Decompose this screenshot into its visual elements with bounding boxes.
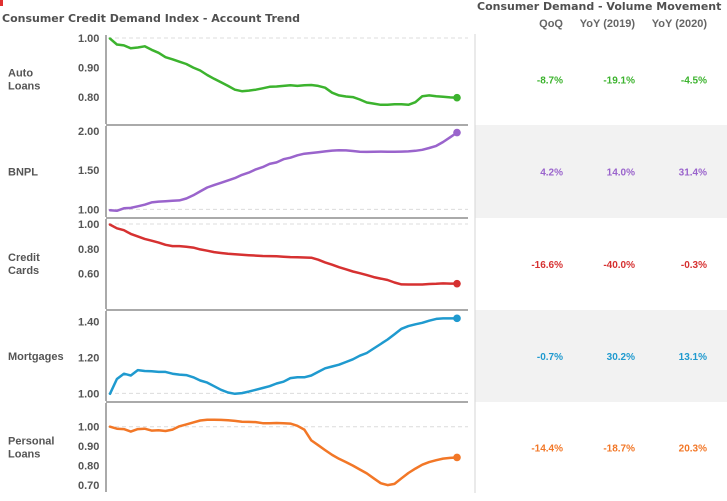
- y-tick-label-personal-loans: 1.00: [78, 422, 99, 434]
- metric-mortgages-yoy-2020-: 13.1%: [679, 352, 707, 363]
- y-tick-label-personal-loans: 0.80: [78, 461, 99, 473]
- movement-table-title: Consumer Demand - Volume Movement: [477, 0, 722, 13]
- y-tick-label-personal-loans: 0.90: [78, 441, 99, 453]
- column-header-yoy-2020-: YoY (2020): [652, 18, 708, 30]
- series-endpoint-mortgages: [453, 314, 461, 323]
- y-tick-label-auto-loans: 1.00: [78, 33, 99, 45]
- series-line-personal-loans: [108, 418, 459, 487]
- category-label-credit-cards: Cards: [8, 265, 39, 277]
- y-tick-label-mortgages: 1.20: [78, 353, 99, 365]
- series-endpoint-bnpl: [453, 128, 461, 137]
- metric-mortgages-yoy-2019-: 30.2%: [607, 352, 635, 363]
- metric-auto-loans-qoq: -8.7%: [537, 76, 563, 87]
- metric-credit-cards-qoq: -16.6%: [531, 260, 563, 271]
- y-tick-label-credit-cards: 0.80: [78, 244, 99, 256]
- category-label-personal-loans: Personal: [8, 436, 54, 448]
- y-tick-label-credit-cards: 0.60: [78, 269, 99, 281]
- metric-auto-loans-yoy-2020-: -4.5%: [681, 76, 707, 87]
- y-tick-label-auto-loans: 0.80: [78, 92, 99, 104]
- row-background-mortgages: [475, 310, 727, 402]
- metric-bnpl-yoy-2020-: 31.4%: [679, 168, 707, 179]
- corner-marker: [0, 0, 3, 6]
- y-tick-label-bnpl: 1.00: [78, 204, 99, 216]
- series-endpoint-personal-loans: [453, 453, 461, 462]
- metric-bnpl-qoq: 4.2%: [540, 168, 563, 179]
- category-label-mortgages: Mortgages: [8, 351, 64, 363]
- series-line-bnpl: [108, 131, 459, 213]
- y-tick-label-credit-cards: 1.00: [78, 219, 99, 231]
- row-background-bnpl: [475, 125, 727, 218]
- series-line-auto-loans: [108, 37, 459, 107]
- series-endpoint-auto-loans: [453, 93, 461, 102]
- metric-personal-loans-yoy-2019-: -18.7%: [603, 444, 635, 455]
- series-line-credit-cards: [108, 223, 459, 286]
- y-tick-label-personal-loans: 0.70: [78, 480, 99, 492]
- y-tick-label-mortgages: 1.40: [78, 317, 99, 329]
- metric-credit-cards-yoy-2020-: -0.3%: [681, 260, 707, 271]
- metric-personal-loans-yoy-2020-: 20.3%: [679, 444, 707, 455]
- y-tick-label-bnpl: 1.50: [78, 165, 99, 177]
- metric-credit-cards-yoy-2019-: -40.0%: [603, 260, 635, 271]
- series-endpoint-credit-cards: [453, 279, 461, 288]
- y-tick-label-bnpl: 2.00: [78, 126, 99, 138]
- metric-auto-loans-yoy-2019-: -19.1%: [603, 76, 635, 87]
- category-label-bnpl: BNPL: [8, 167, 38, 179]
- column-header-qoq: QoQ: [539, 18, 563, 30]
- metric-bnpl-yoy-2019-: 14.0%: [607, 168, 635, 179]
- category-label-auto-loans: Loans: [8, 81, 40, 93]
- metric-mortgages-qoq: -0.7%: [537, 352, 563, 363]
- category-label-auto-loans: Auto: [8, 68, 33, 80]
- category-label-personal-loans: Loans: [8, 449, 40, 461]
- y-tick-label-auto-loans: 0.90: [78, 63, 99, 75]
- column-header-yoy-2019-: YoY (2019): [580, 18, 636, 30]
- category-label-credit-cards: Credit: [8, 252, 40, 264]
- y-tick-label-mortgages: 1.00: [78, 388, 99, 400]
- trend-chart-title: Consumer Credit Demand Index - Account T…: [2, 12, 301, 25]
- metric-personal-loans-qoq: -14.4%: [531, 444, 563, 455]
- series-line-mortgages: [108, 317, 459, 396]
